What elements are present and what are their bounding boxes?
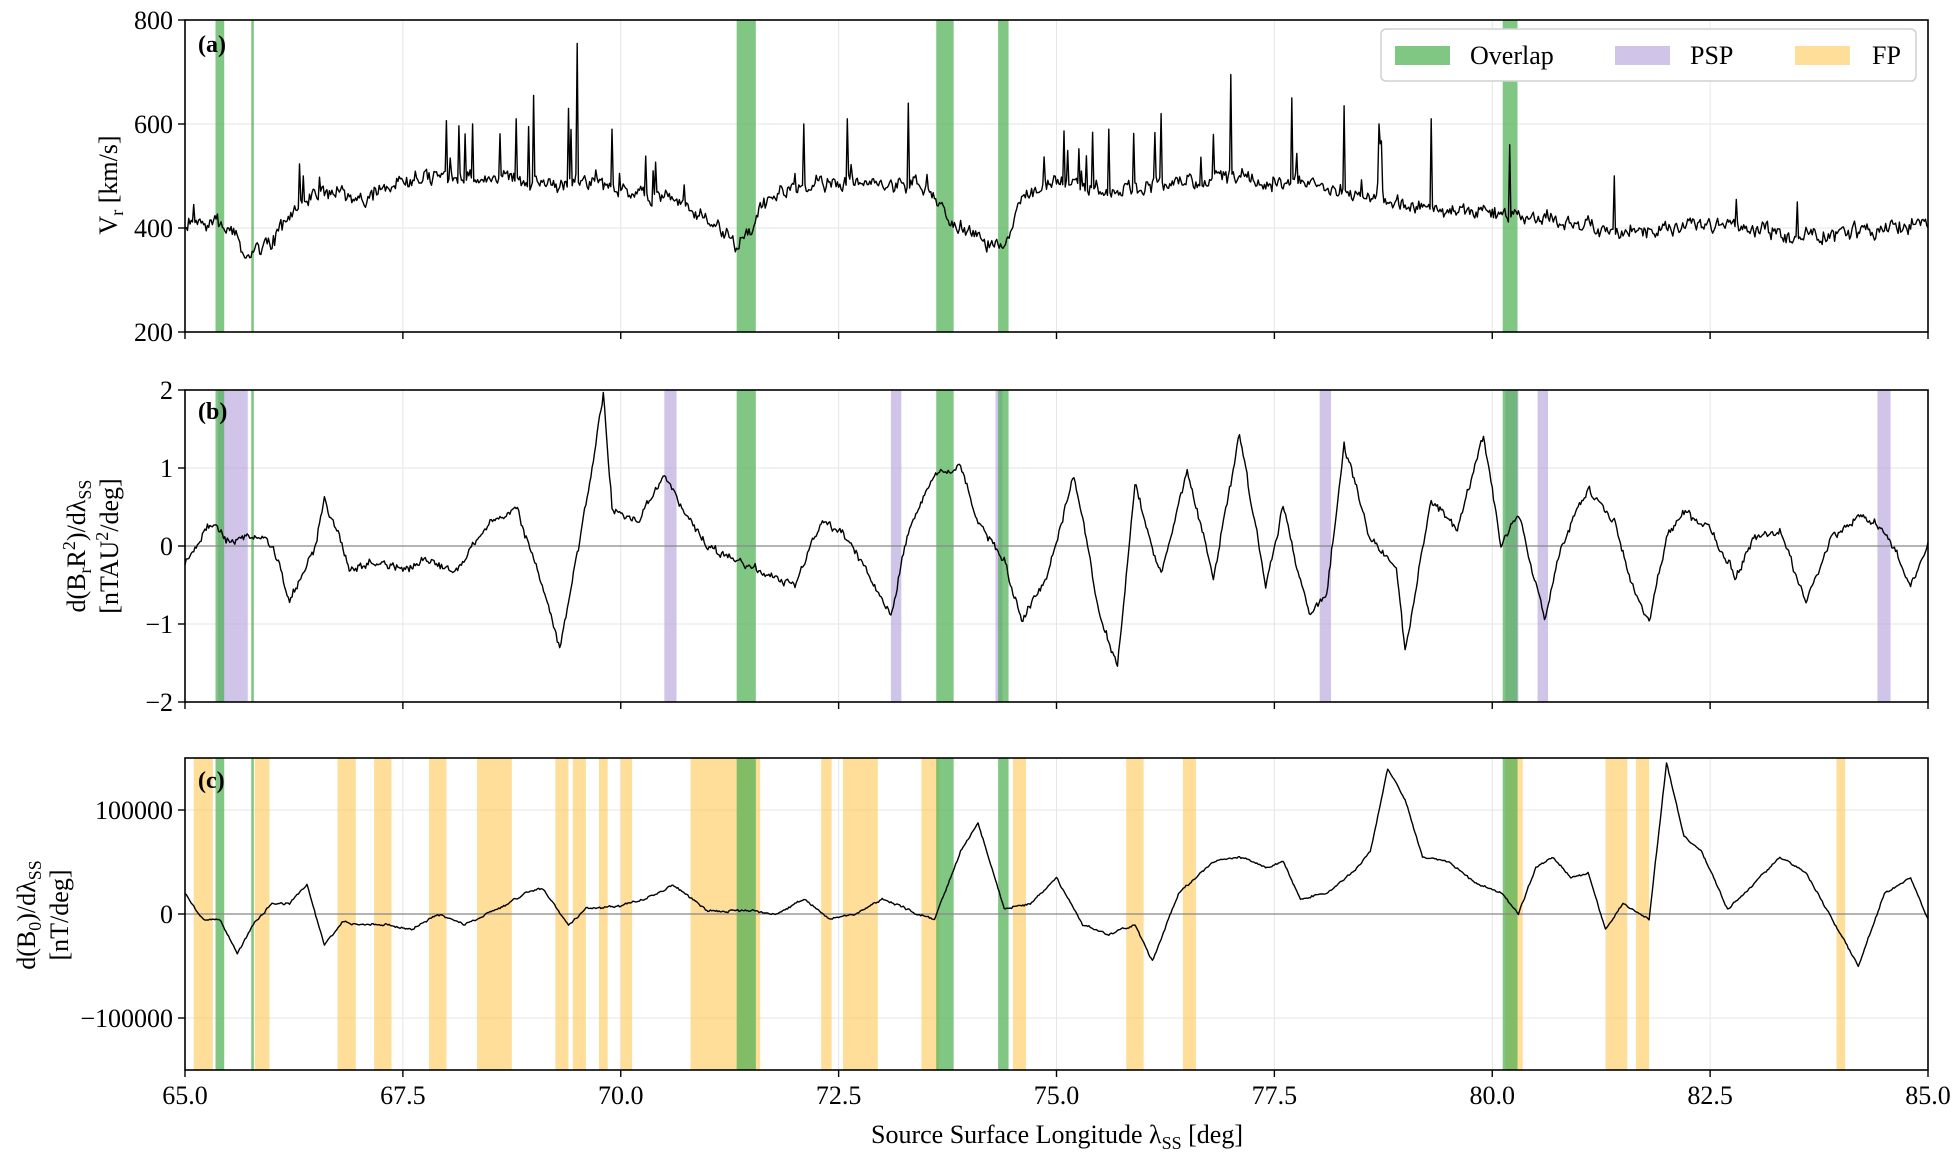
- panel-b-ylabel-line2: [nTAU2/deg]: [92, 478, 124, 613]
- panel-b-ytick-label-0: −2: [145, 688, 173, 717]
- panel-c-label: (c): [198, 768, 225, 794]
- panel-a-ylabel: Vr [km/s]: [94, 135, 127, 234]
- x-axis-label: Source Surface Longitude λSS [deg]: [871, 1120, 1243, 1153]
- x-axis-label-sub: SS: [1162, 1133, 1182, 1153]
- panel-a-ytick-label-0: 200: [134, 318, 173, 347]
- legend-swatch-fp: [1795, 46, 1850, 65]
- panel-b-ytick-label-1: −1: [145, 610, 173, 639]
- panel-b-axes: −2 −1 0 1 2: [145, 376, 1929, 717]
- panel-c-xtick-label-0: 65.0: [162, 1081, 208, 1110]
- panel-a-series-line: [184, 42, 1929, 259]
- panel-c-ylabel-sub1: 0: [25, 922, 45, 931]
- legend-swatch-psp: [1615, 46, 1670, 65]
- legend: Overlap PSP FP: [1380, 28, 1917, 82]
- panel-a-series: [184, 42, 1929, 259]
- panel-c-xtick-label-7: 82.5: [1687, 1081, 1733, 1110]
- panel-b-ytick-label-2: 0: [160, 532, 173, 561]
- panel-c: 65.0 67.5 70.0 72.5 75.0 77.5 80.0 82.5 85.0 −100…: [12, 757, 1951, 1110]
- panel-c-ylabel-main: d(B: [12, 931, 41, 970]
- panel-b-ylabel-line2-sup: 2: [92, 532, 112, 541]
- panel-a-ytick-label-1: 400: [134, 214, 173, 243]
- legend-label-psp: PSP: [1690, 41, 1733, 70]
- panel-b-ylabel-sub1: r: [75, 567, 95, 573]
- panel-b-series: [184, 391, 1929, 667]
- panel-b-ylabel-main: d(B: [62, 573, 91, 612]
- x-axis-label-unit: [deg]: [1182, 1120, 1243, 1149]
- panel-b-ylabel-sub2: SS: [75, 480, 95, 500]
- panel-b-ylabel-line2-main: [nTAU: [95, 540, 124, 613]
- panel-a-ytick-label-2: 600: [134, 110, 173, 139]
- panel-c-ylabel-line2: [nT/deg]: [45, 870, 74, 961]
- panel-a-ylabel-sub: r: [107, 210, 127, 216]
- panel-b-ylabel-tail: )/dλ: [62, 499, 91, 541]
- panel-b-label: (b): [198, 399, 227, 425]
- panel-a-overlap-band-4: [998, 20, 1009, 332]
- legend-swatch-overlap: [1395, 46, 1450, 65]
- legend-label-overlap: Overlap: [1470, 41, 1554, 70]
- panel-c-ylabel-line1: d(B0)/dλSS: [12, 860, 45, 970]
- panel-b-ylabel-mid: R: [62, 549, 91, 567]
- panel-a-overlap-band-2: [736, 20, 756, 332]
- x-axis-label-main: Source Surface Longitude λ: [871, 1120, 1162, 1149]
- panel-b-ytick-label-4: 2: [160, 376, 173, 405]
- panel-b-ylabel-line1: d(BrR2)/dλSS: [59, 480, 95, 613]
- panel-c-xtick-label-2: 70.0: [598, 1081, 644, 1110]
- panel-a-overlap-band-0: [215, 20, 225, 332]
- legend-label-fp: FP: [1872, 41, 1901, 70]
- panel-c-xtick-label-3: 72.5: [816, 1081, 862, 1110]
- panel-c-xtick-label-8: 85.0: [1905, 1081, 1951, 1110]
- panel-c-series: [184, 762, 1929, 968]
- panel-a-overlap-band-3: [936, 20, 954, 332]
- panel-c-ylabel-sub2: SS: [25, 860, 45, 880]
- panel-b-ylabel-sup: 2: [59, 541, 79, 550]
- panel-a-ylabel-unit: [km/s]: [94, 135, 123, 209]
- panel-a-overlap-band-1: [251, 20, 254, 332]
- panel-c-series-line: [184, 762, 1929, 968]
- panel-c-axes: 65.0 67.5 70.0 72.5 75.0 77.5 80.0 82.5 85.0 −100…: [80, 757, 1951, 1110]
- panel-a-label: (a): [198, 32, 226, 58]
- panel-a-ytick-label-3: 800: [134, 6, 173, 35]
- panel-c-xtick-label-6: 80.0: [1470, 1081, 1516, 1110]
- panel-a: 200 400 600 800 (a) Vr [km/s]: [94, 6, 1929, 347]
- panel-b-series-line: [184, 391, 1929, 667]
- panel-a-ylabel-main: V: [94, 216, 123, 235]
- panel-b-ytick-label-3: 1: [160, 454, 173, 483]
- panel-c-ytick-label-2: 100000: [95, 796, 173, 825]
- panel-c-xtick-label-5: 77.5: [1252, 1081, 1298, 1110]
- panel-c-xtick-label-4: 75.0: [1034, 1081, 1080, 1110]
- panel-c-ytick-label-0: −100000: [80, 1004, 173, 1033]
- panel-c-ylabel-tail: )/dλ: [12, 880, 41, 922]
- panel-b-ylabel-line2-tail: /deg]: [95, 478, 124, 531]
- panel-c-xtick-label-1: 67.5: [380, 1081, 426, 1110]
- panel-a-axes: 200 400 600 800: [134, 6, 1929, 347]
- panel-c-ytick-label-1: 0: [160, 900, 173, 929]
